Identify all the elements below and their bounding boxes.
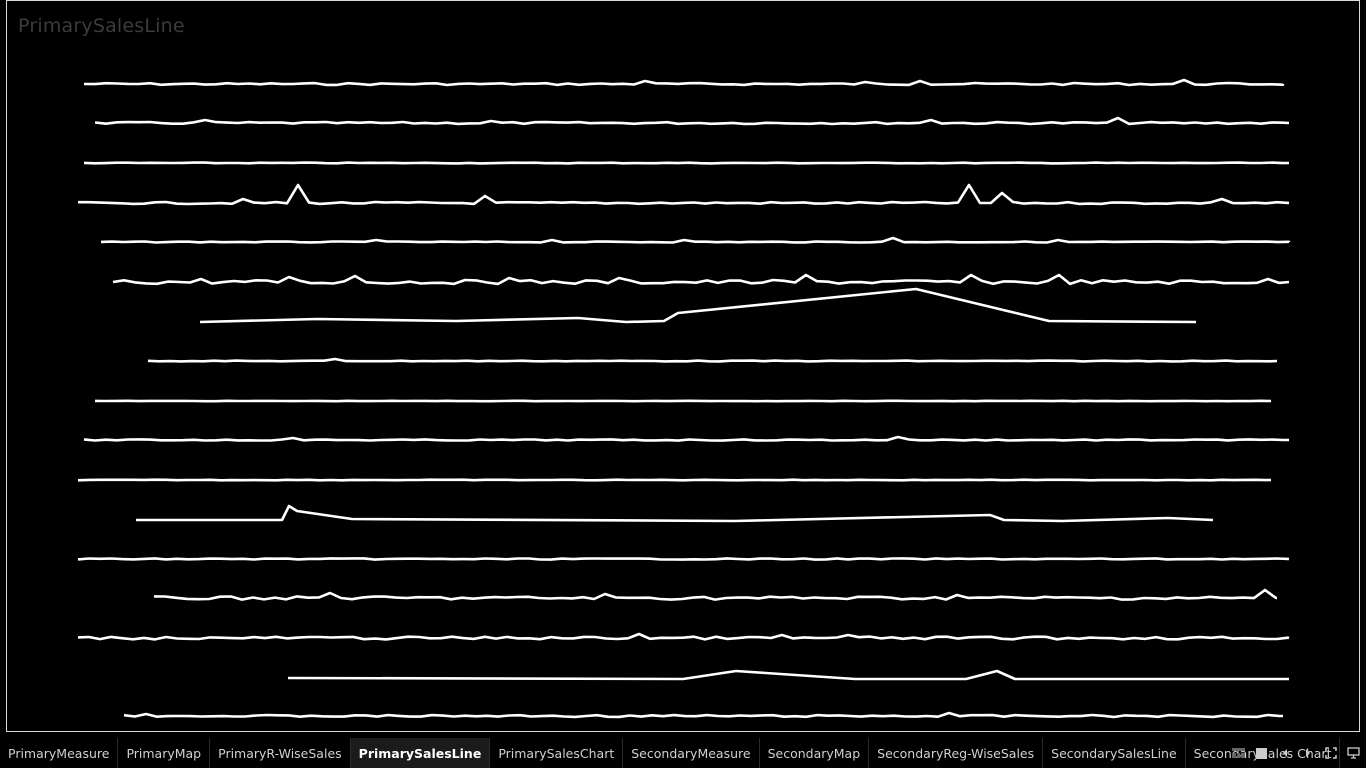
- series-line-8[interactable]: [147, 357, 1278, 363]
- next-sheet-icon[interactable]: [1301, 747, 1314, 760]
- series-line-5[interactable]: [100, 236, 1291, 244]
- series-line-2[interactable]: [94, 116, 1290, 126]
- series-line-12[interactable]: [136, 504, 1214, 523]
- series-line-17[interactable]: [123, 711, 1284, 719]
- series-line-4[interactable]: [78, 183, 1290, 206]
- series-line-10[interactable]: [83, 435, 1289, 442]
- filmstrip-view-icon[interactable]: [1232, 747, 1245, 760]
- series-line-3[interactable]: [83, 161, 1290, 165]
- series-line-11[interactable]: [77, 478, 1272, 482]
- series-line-6[interactable]: [112, 273, 1290, 286]
- sheet-tab[interactable]: SecondaryReg-WiseSales: [869, 738, 1044, 768]
- sheet-tab[interactable]: PrimaryMap: [118, 738, 211, 768]
- fullscreen-icon[interactable]: [1324, 747, 1337, 760]
- grid-view-icon[interactable]: [1255, 747, 1268, 760]
- sheet-navigation-controls: [1232, 738, 1360, 768]
- sheet-tab[interactable]: PrimaryR-WiseSales: [210, 738, 351, 768]
- series-line-16[interactable]: [287, 669, 1289, 681]
- sheet-title: PrimarySalesLine: [18, 15, 185, 37]
- series-line-1[interactable]: [83, 78, 1285, 87]
- series-line-7[interactable]: [199, 287, 1197, 324]
- sheet-tab[interactable]: PrimaryMeasure: [0, 738, 119, 768]
- previous-sheet-icon[interactable]: [1278, 747, 1291, 760]
- presentation-mode-icon[interactable]: [1347, 747, 1360, 760]
- sheet-tab[interactable]: PrimarySalesLine: [350, 738, 491, 768]
- sheet-tab[interactable]: PrimarySalesChart: [490, 738, 624, 768]
- series-line-15[interactable]: [77, 632, 1290, 641]
- series-line-13[interactable]: [77, 557, 1290, 561]
- sales-line-chart: [77, 78, 1291, 719]
- sheet-tab[interactable]: SecondaryMap: [760, 738, 870, 768]
- sheet-tab-bar: PrimaryMeasure PrimaryMap PrimaryR-WiseSal…: [0, 738, 1366, 768]
- sheet-tab[interactable]: SecondarySalesLine: [1043, 738, 1186, 768]
- sheet-tab[interactable]: SecondaryMeasure: [623, 738, 760, 768]
- series-line-14[interactable]: [153, 588, 1278, 601]
